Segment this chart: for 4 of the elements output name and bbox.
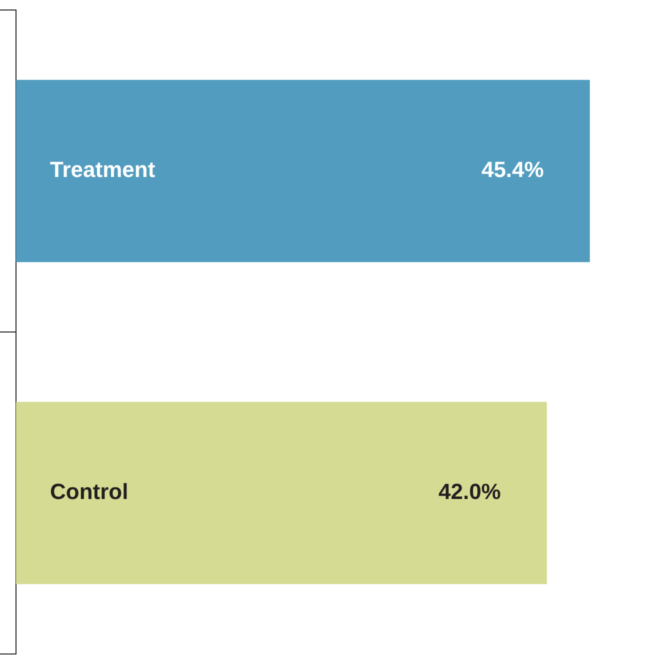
y-tick-label: Control: [50, 479, 128, 504]
data-label: 42.0%: [438, 479, 501, 504]
y-tick-label: Treatment: [50, 157, 156, 182]
data-label: 45.4%: [481, 157, 544, 182]
